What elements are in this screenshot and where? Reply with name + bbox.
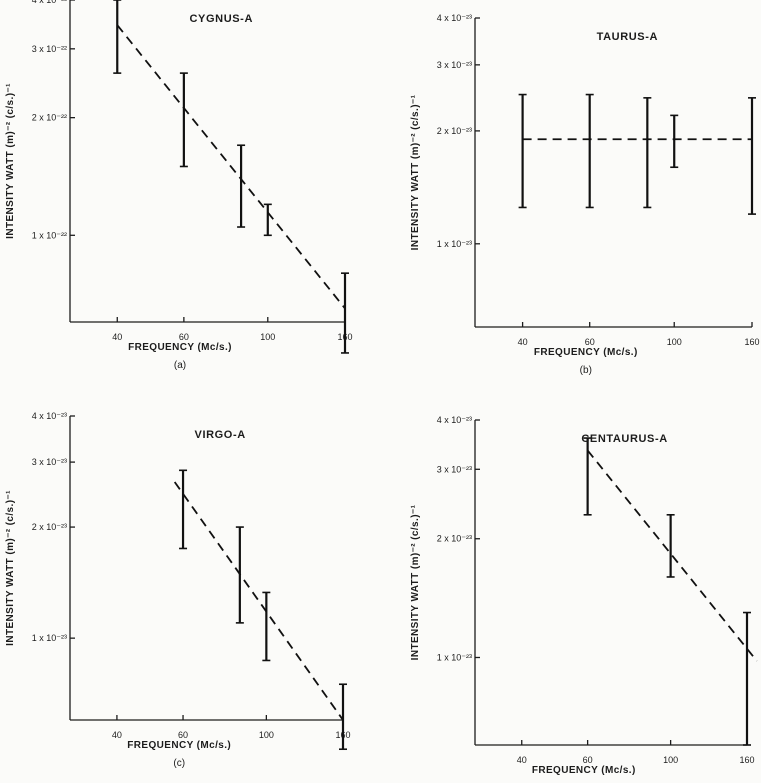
panel-virgo-a: 1 x 10⁻²³ 2 x 10⁻²³ 3 x 10⁻²³ 4 x 10⁻²³ 40 60… [5,411,351,769]
y-axis-label: INTENSITY WATT (m)⁻² (c/s.)⁻¹ [410,504,421,660]
x-tick-label: 60 [583,755,593,765]
y-tick-label: 1 x 10⁻²² [32,230,67,240]
y-axis-label: INTENSITY WATT (m)⁻² (c/s.)⁻¹ [5,490,16,646]
y-tick-label: 4 x 10⁻²³ [437,13,472,23]
panel-title: TAURUS-A [597,31,658,43]
y-tick-label: 1 x 10⁻²³ [437,239,472,249]
fit-line [116,24,346,309]
x-axis-label: FREQUENCY (Mc/s.) [534,347,638,358]
y-axis-label: INTENSITY WATT (m)⁻² (c/s.)⁻¹ [5,83,16,239]
y-tick-label: 2 x 10⁻²² [32,113,67,123]
panel-centaurus-a: 1 x 10⁻²³ 2 x 10⁻²³ 3 x 10⁻²³ 4 x 10⁻²³ 40 60… [410,415,758,776]
x-tick-label: 100 [663,755,678,765]
x-tick-label: 100 [259,730,274,740]
y-tick-label: 1 x 10⁻²³ [437,652,472,662]
panel-title: CENTAURUS-A [581,433,667,445]
y-tick-label: 3 x 10⁻²² [32,44,67,54]
x-axis-label: FREQUENCY (Mc/s.) [128,342,232,353]
x-axis-label: FREQUENCY (Mc/s.) [532,765,636,776]
x-tick-label: 100 [667,337,682,347]
panel-cygnus-a: 1 x 10⁻²² 2 x 10⁻²² 3 x 10⁻²² 4 x 10⁻²² 40 60… [5,0,353,371]
x-tick-label: 40 [112,332,122,342]
y-tick-label: 2 x 10⁻²³ [437,126,472,136]
fit-line [586,449,758,662]
y-tick-label: 4 x 10⁻²³ [437,415,472,425]
panel-label: (b) [580,365,592,376]
y-tick-label: 4 x 10⁻²² [32,0,67,5]
x-tick-label: 60 [178,730,188,740]
panel-title: CYGNUS-A [190,13,253,25]
y-tick-label: 4 x 10⁻²³ [32,411,67,421]
panel-title: VIRGO-A [195,429,246,441]
x-axis-label: FREQUENCY (Mc/s.) [127,740,231,751]
x-tick-label: 40 [112,730,122,740]
fit-line [173,481,344,721]
panel-taurus-a: 1 x 10⁻²³ 2 x 10⁻²³ 3 x 10⁻²³ 4 x 10⁻²³ 40 60… [410,13,760,376]
x-tick-label: 100 [260,332,275,342]
x-tick-label: 60 [179,332,189,342]
x-tick-label: 60 [585,337,595,347]
y-tick-label: 2 x 10⁻²³ [437,534,472,544]
panel-label: (a) [174,360,186,371]
y-axis-label: INTENSITY WATT (m)⁻² (c/s.)⁻¹ [410,94,421,250]
y-tick-label: 3 x 10⁻²³ [32,457,67,467]
y-tick-label: 2 x 10⁻²³ [32,522,67,532]
x-tick-label: 40 [517,755,527,765]
x-tick-label: 40 [518,337,528,347]
y-tick-label: 3 x 10⁻²³ [437,60,472,70]
x-tick-label: 160 [744,337,759,347]
x-tick-label: 160 [739,755,754,765]
panel-label: (c) [173,758,185,769]
y-tick-label: 1 x 10⁻²³ [32,633,67,643]
y-tick-label: 3 x 10⁻²³ [437,464,472,474]
